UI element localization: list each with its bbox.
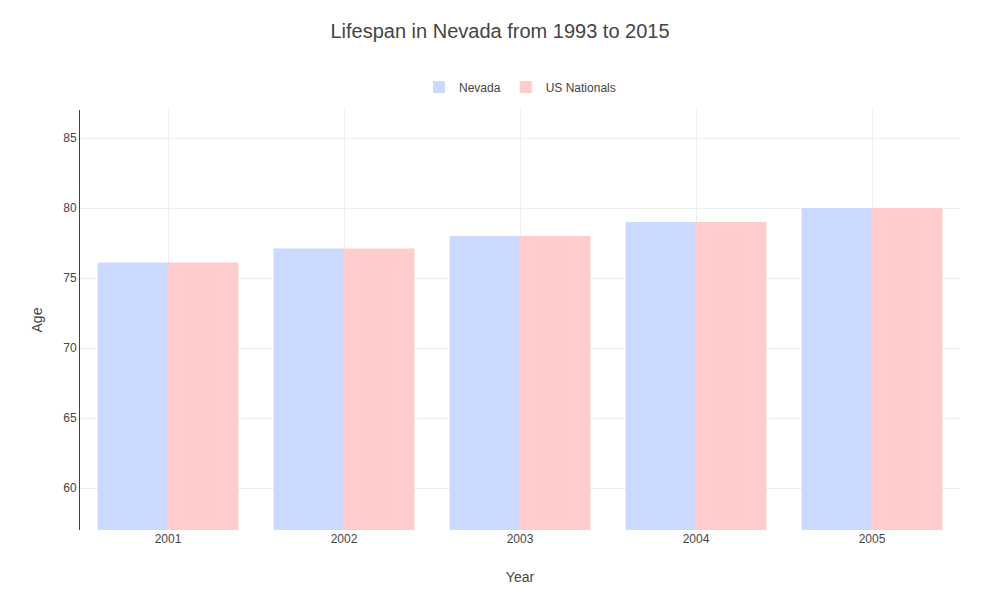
svg-text:75: 75 xyxy=(63,271,77,285)
svg-text:2004: 2004 xyxy=(683,532,710,546)
svg-text:Year: Year xyxy=(506,569,535,585)
svg-text:2005: 2005 xyxy=(859,532,886,546)
svg-text:65: 65 xyxy=(63,411,77,425)
svg-text:70: 70 xyxy=(63,341,77,355)
svg-text:Age: Age xyxy=(29,307,45,332)
svg-text:Lifespan in Nevada from 1993 t: Lifespan in Nevada from 1993 to 2015 xyxy=(330,20,669,42)
svg-text:60: 60 xyxy=(63,481,77,495)
svg-text:2001: 2001 xyxy=(155,532,182,546)
svg-text:2002: 2002 xyxy=(331,532,358,546)
svg-text:80: 80 xyxy=(63,201,77,215)
svg-text:US Nationals: US Nationals xyxy=(546,81,616,95)
svg-text:2003: 2003 xyxy=(507,532,534,546)
svg-text:85: 85 xyxy=(63,131,77,145)
svg-text:Nevada: Nevada xyxy=(459,81,501,95)
